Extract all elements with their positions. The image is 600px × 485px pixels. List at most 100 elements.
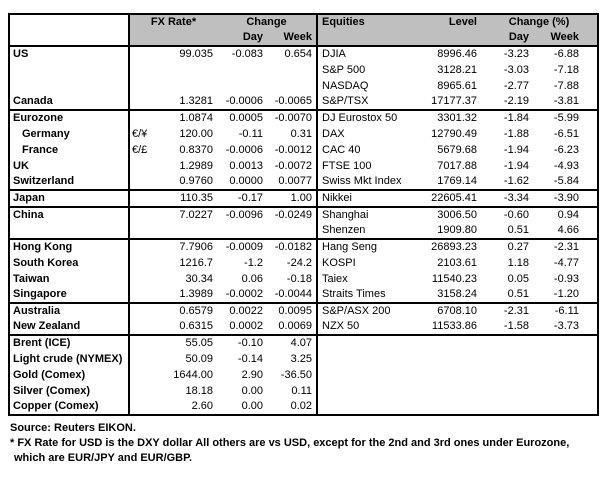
eq-day-cell: -0.60	[481, 206, 537, 223]
fx-week-cell: 0.11	[267, 383, 318, 399]
country-cell: Taiwan	[9, 271, 130, 287]
equity-cell: S&P/ASX 200	[317, 302, 417, 319]
country-cell	[9, 223, 130, 239]
table-row: China 7.0227 -0.0096 -0.0249 Shanghai 3006.50…	[9, 206, 598, 223]
level-cell: 7017.88	[437, 159, 477, 172]
table-row: Hong Kong 7.7906 -0.0009 -0.0182 Hang Seng 26…	[9, 238, 598, 255]
eq-week-cell: -3.73	[553, 320, 579, 332]
pair-cell	[129, 206, 159, 223]
fx-rate-header: FX Rate*	[129, 14, 217, 46]
level-cell	[417, 399, 481, 415]
table-header: FX Rate* Change Equities Level Change (%…	[9, 14, 598, 46]
country-cell: Australia	[9, 302, 130, 319]
fx-rate-cell: 110.35	[159, 189, 217, 207]
fx-rate-cell: 0.6579	[159, 302, 217, 319]
fx-rate-cell: 0.6315	[179, 320, 213, 332]
country-cell: Brent (ICE)	[9, 334, 130, 351]
eq-day-cell: -1.94	[503, 143, 529, 156]
eq-day-cell: -1.84	[481, 109, 537, 126]
fx-rate-cell: 1644.00	[173, 368, 213, 381]
fx-day-header: Day	[217, 30, 267, 46]
fx-equities-table: FX Rate* Change Equities Level Change (%…	[8, 13, 599, 416]
country-cell: France	[9, 142, 130, 158]
level-header: Level	[417, 14, 481, 46]
header-row-2: Day Week Day Week	[9, 30, 598, 46]
country-cell: Light crude (NYMEX)	[9, 351, 130, 367]
level-cell: 3301.32	[417, 109, 481, 126]
country-column-header	[9, 14, 130, 46]
fx-rate-cell: 1.2989	[179, 159, 213, 172]
header-row-1: FX Rate* Change Equities Level Change (%…	[9, 14, 598, 46]
fx-day-cell: -0.14	[237, 352, 263, 365]
country-cell	[9, 62, 130, 78]
eq-week-cell: -5.84	[553, 175, 579, 187]
eq-week-cell: -4.93	[553, 159, 579, 172]
fx-week-cell	[267, 78, 318, 94]
fx-week-cell: 0.0069	[267, 319, 318, 335]
fx-day-cell: -0.17	[217, 189, 267, 207]
eq-day-cell	[481, 399, 537, 415]
level-cell: 1909.80	[437, 224, 477, 236]
eq-week-cell: -7.88	[553, 79, 579, 92]
eq-day-cell	[481, 351, 537, 367]
equity-cell: CAC 40	[322, 143, 361, 156]
footnotes: Source: Reuters EIKON. * FX Rate for USD…	[8, 421, 600, 466]
fx-day-cell: 0.06	[241, 272, 263, 285]
equity-cell: Shanghai	[317, 206, 417, 223]
eq-day-cell: 0.51	[507, 224, 529, 236]
eq-day-cell: -1.94	[503, 159, 529, 172]
country-cell: Copper (Comex)	[9, 399, 130, 415]
equity-cell: DJ Eurostox 50	[317, 109, 417, 126]
country-cell: New Zealand	[9, 319, 130, 335]
eq-day-cell: 1.18	[507, 256, 529, 269]
eq-day-cell: 0.05	[507, 272, 529, 285]
eq-week-cell: 4.66	[557, 224, 579, 236]
pair-cell: €/£	[132, 143, 148, 156]
eq-day-cell: -3.34	[481, 189, 537, 207]
pair-cell	[129, 383, 159, 399]
fx-week-cell: 3.25	[267, 351, 318, 367]
fx-week-cell: 0.31	[267, 126, 318, 142]
equity-cell	[317, 351, 417, 367]
table-row: Australia 0.6579 0.0022 0.0095 S&P/ASX 200 67…	[9, 302, 598, 319]
fx-week-cell: -0.0065	[267, 94, 318, 110]
fx-day-cell: -0.0002	[225, 288, 263, 300]
level-cell: 22605.41	[417, 189, 481, 207]
eq-day-cell: -1.62	[503, 175, 529, 187]
fx-week-cell: -0.0072	[267, 158, 318, 174]
level-cell: 3158.24	[437, 288, 477, 300]
equity-cell: Swiss Mkt Index	[322, 175, 402, 187]
equity-cell	[317, 367, 417, 383]
pair-cell	[129, 223, 159, 239]
equity-cell: Straits Times	[322, 288, 386, 300]
pair-cell	[129, 78, 159, 94]
eq-week-cell: -6.88	[553, 48, 579, 60]
equity-cell	[317, 334, 417, 351]
fx-week-cell: 1.00	[267, 189, 318, 207]
equity-cell: S&P 500	[322, 63, 366, 76]
fx-week-cell: 0.02	[267, 399, 318, 415]
pair-cell	[129, 399, 159, 415]
footnote-line-2: which are EUR/JPY and EUR/GBP.	[14, 452, 193, 464]
pair-cell	[129, 189, 159, 207]
fx-week-cell: 0.654	[267, 46, 318, 62]
table-row: Silver (Comex) 18.18 0.00 0.11	[9, 383, 598, 399]
level-cell: 11540.23	[431, 272, 477, 285]
fx-day-cell	[217, 62, 267, 78]
country-cell: Gold (Comex)	[9, 367, 130, 383]
level-cell	[417, 383, 481, 399]
country-cell	[9, 78, 130, 94]
country-cell: Germany	[9, 126, 130, 142]
country-cell: Canada	[9, 94, 130, 110]
level-cell: 11533.86	[431, 320, 477, 332]
equities-week-header: Week	[537, 30, 598, 46]
level-cell	[417, 351, 481, 367]
table-row: Singapore 1.3989 -0.0002 -0.0044 Straits Tim…	[9, 287, 598, 303]
eq-day-cell: -2.19	[503, 95, 529, 107]
table-row: Germany €/¥ 120.00 -0.11 0.31 DAX 12790.49 -1.8…	[9, 126, 598, 142]
eq-week-cell: -6.23	[553, 143, 579, 156]
equity-cell: Nikkei	[317, 189, 417, 207]
fx-day-cell: -0.11	[238, 127, 263, 140]
equity-cell: S&P/TSX	[322, 95, 369, 107]
fx-day-cell: 0.0013	[229, 159, 263, 172]
